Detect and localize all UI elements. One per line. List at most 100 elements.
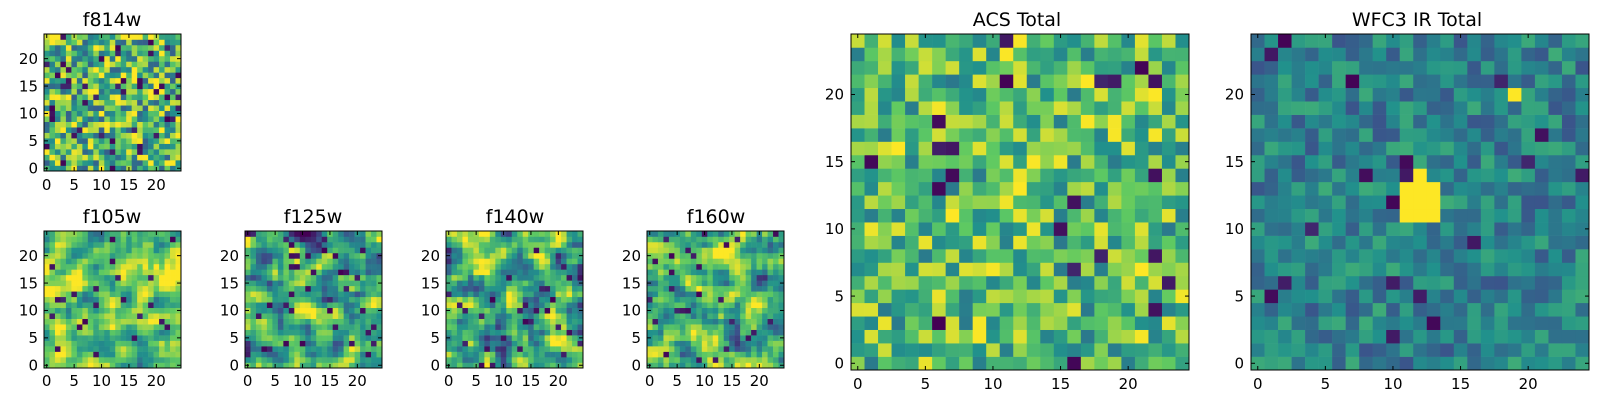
heatmap-cell (76, 335, 83, 341)
heatmap-cell (1507, 329, 1522, 344)
heatmap-cell (321, 263, 328, 270)
heatmap-cell (1345, 114, 1360, 129)
heatmap-cell (142, 72, 149, 79)
heatmap-cell (533, 329, 540, 336)
heatmap-cell (65, 138, 72, 144)
heatmap-cell (878, 154, 892, 169)
heatmap-cell (1318, 275, 1333, 290)
heatmap-cell (1318, 249, 1333, 263)
heatmap-cell (511, 263, 518, 270)
heatmap-cell (1161, 87, 1176, 102)
heatmap-cell (1453, 302, 1468, 317)
heatmap-cell (365, 346, 372, 352)
heatmap-cell (959, 154, 973, 169)
heatmap-cell (250, 362, 257, 369)
heatmap-cell (82, 252, 89, 259)
heatmap-cell (723, 236, 730, 243)
heatmap-cell (87, 346, 94, 352)
heatmap-cell (261, 252, 268, 259)
heatmap-cell (288, 362, 295, 369)
heatmap-cell (1026, 343, 1041, 357)
heatmap-cell (451, 324, 458, 330)
heatmap-cell (87, 143, 94, 150)
panel-wfc3-ir-total: WFC3 IR Total 0 5 10 15 20 0 5 10 15 20 (1225, 9, 1590, 393)
heatmap-cell (718, 346, 725, 352)
heatmap-cell (170, 61, 176, 68)
heatmap-cell (164, 88, 171, 95)
heatmap-cell (566, 285, 573, 292)
heatmap-cell (1067, 141, 1082, 156)
heatmap-cell (652, 280, 659, 287)
heatmap-cell (522, 231, 529, 237)
heatmap-cell (164, 335, 171, 341)
heatmap-cell (1251, 262, 1265, 277)
heatmap-cell (734, 285, 741, 292)
heatmap-cell (109, 105, 116, 112)
heatmap-cell (65, 66, 72, 73)
heatmap-cell (451, 263, 458, 270)
heatmap-cell (376, 241, 383, 248)
heatmap-cell (696, 362, 703, 369)
heatmap-cell (1494, 141, 1509, 156)
heatmap-cell (528, 335, 534, 341)
heatmap-cell (778, 302, 785, 309)
heatmap-cell (54, 269, 61, 276)
heatmap-cell (572, 313, 578, 319)
heatmap-cell (1386, 208, 1401, 223)
heatmap-cell (142, 236, 149, 243)
heatmap-cell (1386, 181, 1401, 196)
heatmap-cell (321, 329, 328, 336)
heatmap-cell (148, 263, 154, 270)
heatmap-cell (506, 351, 513, 358)
heatmap-cell (701, 313, 708, 319)
heatmap-cell (778, 231, 785, 237)
heatmap-cell (478, 285, 485, 292)
heatmap-cell (1345, 343, 1360, 357)
heatmap-cell (126, 72, 132, 79)
heatmap-cell (1494, 316, 1509, 330)
heatmap-cell (245, 258, 251, 265)
heatmap-cell (533, 324, 540, 330)
heatmap-cell (1291, 101, 1306, 115)
heatmap-cell (517, 324, 524, 330)
heatmap-cell (115, 110, 122, 117)
heatmap-cell (767, 318, 774, 325)
xtick-label: 15 (521, 372, 540, 390)
heatmap-cell (762, 236, 768, 243)
heatmap-cell (1507, 34, 1522, 48)
heatmap-cell (142, 302, 149, 309)
heatmap-cell (170, 362, 176, 369)
heatmap-cell (44, 318, 50, 325)
heatmap-cell (354, 318, 361, 325)
heatmap-cell (533, 247, 540, 254)
heatmap-cell (506, 340, 513, 347)
heatmap-cell (1548, 181, 1563, 196)
heatmap-cell (1494, 34, 1509, 48)
heatmap-cell (126, 77, 132, 84)
heatmap-cell (250, 335, 257, 341)
heatmap-cell (668, 258, 675, 265)
heatmap-cell (1426, 101, 1441, 115)
heatmap-cell (679, 329, 686, 336)
heatmap-cell (93, 94, 100, 101)
heatmap-cell (701, 291, 708, 298)
heatmap-cell (327, 274, 333, 281)
heatmap-cell (65, 296, 72, 303)
heatmap-cell (1175, 262, 1190, 277)
heatmap-cell (137, 116, 143, 122)
heatmap-cell (371, 335, 377, 341)
heatmap-cell (1494, 168, 1509, 183)
heatmap-cell (539, 263, 545, 270)
heatmap-cell (773, 280, 779, 287)
heatmap-cell (959, 114, 973, 129)
heatmap-cell (679, 357, 686, 363)
heatmap-cell (756, 280, 763, 287)
heatmap-cell (93, 44, 100, 51)
heatmap-cell (864, 181, 879, 196)
heatmap-cell (82, 296, 89, 303)
heatmap-cell (561, 285, 567, 292)
heatmap-cell (701, 269, 708, 276)
panel-title: f140w (486, 206, 545, 228)
heatmap-cell (1121, 181, 1136, 196)
heatmap-cell (550, 302, 556, 309)
